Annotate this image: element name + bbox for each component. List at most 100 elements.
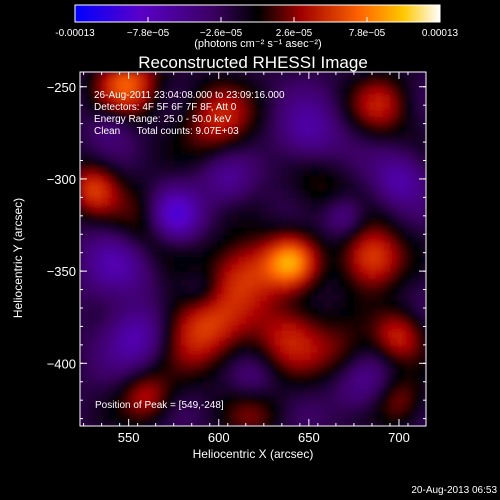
heatmap-cell [274, 160, 283, 169]
heatmap-cell [209, 182, 218, 191]
heatmap-cell [253, 249, 261, 257]
heatmap-cell [130, 374, 139, 383]
heatmap-cell [361, 234, 369, 243]
heatmap-cell [289, 300, 297, 309]
heatmap-cell [325, 330, 333, 339]
heatmap-cell [101, 374, 110, 383]
heatmap-cell [397, 403, 405, 412]
heatmap-cell [274, 123, 283, 132]
heatmap-cell [397, 116, 405, 125]
heatmap-cell [231, 182, 240, 191]
heatmap-cell [317, 138, 326, 147]
heatmap-cell [238, 153, 247, 162]
heatmap-cell [202, 101, 211, 110]
heatmap-cell [317, 418, 326, 426]
heatmap-cell [188, 271, 196, 280]
heatmap-cell [404, 389, 413, 398]
heatmap-cell [267, 131, 276, 139]
heatmap-cell [231, 138, 240, 147]
heatmap-cell [375, 381, 384, 390]
heatmap-cell [382, 175, 391, 184]
heatmap-cell [180, 101, 189, 110]
heatmap-cell [260, 403, 269, 412]
heatmap-cell [94, 219, 103, 228]
heatmap-cell [195, 300, 204, 309]
heatmap-cell [411, 293, 420, 302]
heatmap-cell [361, 352, 369, 361]
heatmap-cell [361, 411, 369, 420]
heatmap-cell [317, 308, 326, 316]
heatmap-cell [296, 101, 305, 110]
heatmap-cell [123, 403, 132, 412]
heatmap-cell [123, 285, 132, 294]
heatmap-cell [238, 241, 247, 250]
heatmap-cell [382, 418, 391, 426]
heatmap-cell [87, 175, 96, 184]
heatmap-cell [188, 241, 196, 250]
heatmap-cell [260, 249, 269, 257]
heatmap-cell [253, 418, 261, 426]
heatmap-cell [418, 315, 426, 324]
heatmap-cell [195, 175, 204, 184]
peak-position-label: Position of Peak = [549,-248] [95, 400, 224, 411]
heatmap-cell [224, 153, 232, 162]
heatmap-cell [339, 175, 348, 184]
heatmap-cell [159, 197, 168, 206]
heatmap-cell [397, 344, 405, 353]
heatmap-cell [152, 389, 160, 398]
heatmap-cell [159, 352, 168, 361]
heatmap-cell [224, 278, 232, 287]
heatmap-cell [289, 285, 297, 294]
heatmap-cell [130, 418, 139, 426]
heatmap-cell [253, 167, 261, 176]
heatmap-cell [289, 418, 297, 426]
heatmap-cell [216, 72, 225, 80]
heatmap-cell [159, 116, 168, 125]
heatmap-cell [346, 153, 355, 162]
heatmap-cell [80, 256, 88, 265]
heatmap-cell [159, 108, 168, 117]
heatmap-cell [180, 308, 189, 316]
heatmap-cell [144, 212, 153, 221]
heatmap-cell [137, 226, 146, 235]
heatmap-cell [180, 330, 189, 339]
heatmap-cell [130, 234, 139, 243]
heatmap-cell [281, 322, 290, 331]
heatmap-cell [289, 204, 297, 213]
heatmap-cell [130, 352, 139, 361]
heatmap-cell [346, 108, 355, 117]
heatmap-cell [368, 256, 377, 265]
heatmap-cell [180, 389, 189, 398]
heatmap-cell [267, 352, 276, 361]
heatmap-cell [195, 374, 204, 383]
heatmap-cell [332, 396, 341, 405]
heatmap-cell [346, 285, 355, 294]
heatmap-cell [332, 256, 341, 265]
heatmap-cell [260, 285, 269, 294]
heatmap-cell [332, 175, 341, 184]
heatmap-cell [238, 256, 247, 265]
heatmap-cell [94, 204, 103, 213]
heatmap-cell [137, 175, 146, 184]
heatmap-cell [375, 219, 384, 228]
heatmap-cell [332, 271, 341, 280]
heatmap-cell [260, 278, 269, 287]
heatmap-cell [80, 219, 88, 228]
heatmap-cell [245, 197, 254, 206]
heatmap-cell [267, 330, 276, 339]
heatmap-cell [144, 249, 153, 257]
heatmap-cell [159, 381, 168, 390]
heatmap-cell [368, 190, 377, 198]
heatmap-cell [202, 219, 211, 228]
heatmap-cell [375, 197, 384, 206]
heatmap-cell [389, 367, 398, 375]
heatmap-cell [325, 308, 333, 316]
annotation-energy: Energy Range: 25.0 - 50.0 keV [94, 114, 232, 125]
heatmap-cell [274, 241, 283, 250]
heatmap-cell [411, 278, 420, 287]
heatmap-cell [310, 190, 319, 198]
heatmap-cell [231, 344, 240, 353]
heatmap-cell [108, 330, 117, 339]
heatmap-cell [368, 315, 377, 324]
heatmap-cell [94, 256, 103, 265]
